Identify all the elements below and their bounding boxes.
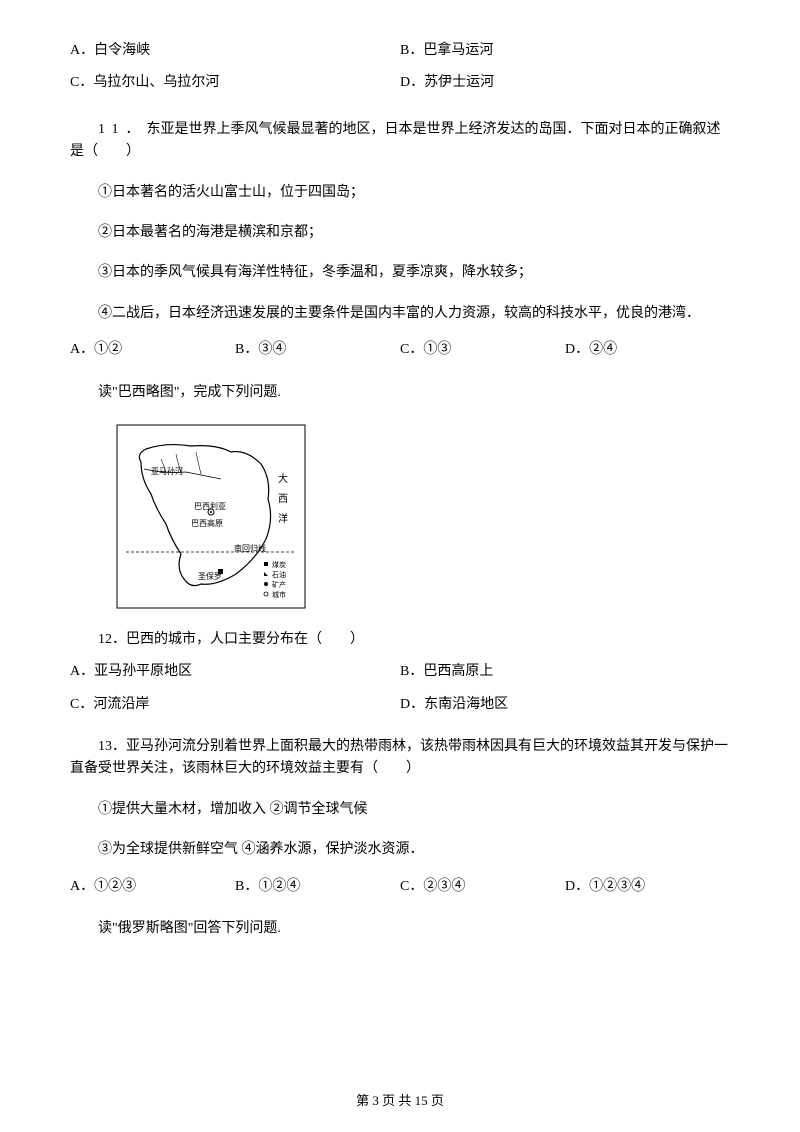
q13-number: 13 [98,739,112,754]
q11-number: 11 [98,122,125,137]
svg-text:城市: 城市 [272,590,286,599]
q12-stem: 12．巴西的城市，人口主要分布在（ ） [70,629,730,651]
q10-option-c: C．乌拉尔山、乌拉尔河 [70,72,400,94]
q11-line3: ③日本的季风气候具有海洋性特征，冬季温和，夏季凉爽，降水较多； [70,262,730,284]
svg-text:巴西利亚: 巴西利亚 [194,501,226,511]
q12-option-a: A．亚马孙平原地区 [70,661,400,683]
brazil-intro: 读"巴西略图"，完成下列问题. [70,382,730,404]
q11-dot: ． [125,122,132,137]
svg-text:大: 大 [278,472,288,485]
q12-number: 12 [98,632,112,647]
q13-option-a: A．①②③ [70,876,235,898]
q13-line1: ①提供大量木材，增加收入 ②调节全球气候 [70,799,730,821]
q11-line1: ①日本著名的活火山富士山，位于四国岛； [70,182,730,204]
q10-option-d: D．苏伊士运河 [400,72,730,94]
q13-option-d: D．①②③④ [565,876,730,898]
q12-text: ．巴西的城市，人口主要分布在（ ） [112,632,364,647]
q10-option-b: B．巴拿马运河 [400,40,730,62]
q11-line4: ④二战后，日本经济迅速发展的主要条件是国内丰富的人力资源，较高的科技水平，优良的… [70,303,730,325]
q11-stem: 11． 东亚是世界上季风气候最显著的地区，日本是世界上经济发达的岛国．下面对日本… [70,119,730,164]
svg-text:西: 西 [278,494,288,505]
page-footer: 第 3 页 共 15 页 [0,1091,800,1112]
q13-option-c: C．②③④ [400,876,565,898]
svg-text:煤炭: 煤炭 [272,560,286,569]
svg-text:洋: 洋 [278,512,288,525]
q12-option-d: D．东南沿海地区 [400,694,730,716]
q11-option-c: C．①③ [400,339,565,361]
q11-option-a: A．①② [70,339,235,361]
q13-text: ．亚马孙河流分别着世界上面积最大的热带雨林，该热带雨林因具有巨大的环境效益其开发… [70,739,728,776]
q11-option-d: D．②④ [565,339,730,361]
q13-stem: 13．亚马孙河流分别着世界上面积最大的热带雨林，该热带雨林因具有巨大的环境效益其… [70,736,730,781]
svg-text:圣保罗: 圣保罗 [198,571,222,581]
q10-option-a: A．白令海峡 [70,40,400,62]
svg-text:矿产: 矿产 [272,580,286,589]
q12-option-b: B．巴西高原上 [400,661,730,683]
q11-option-b: B．③④ [235,339,400,361]
svg-text:石油: 石油 [272,570,286,579]
q13-line2: ③为全球提供新鲜空气 ④涵养水源，保护淡水资源． [70,839,730,861]
brazil-map: 亚马孙河 巴西利亚 巴西高原 南回归线 圣保罗 大 西 洋 煤炭 石油 矿产 城… [116,424,306,609]
q11-text: 东亚是世界上季风气候最显著的地区，日本是世界上经济发达的岛国．下面对日本的正确叙… [70,122,720,159]
q11-line2: ②日本最著名的海港是横滨和京都； [70,222,730,244]
q13-option-b: B．①②④ [235,876,400,898]
svg-text:亚马孙河: 亚马孙河 [151,466,183,476]
russia-intro: 读"俄罗斯略图"回答下列问题. [70,918,730,940]
svg-text:巴西高原: 巴西高原 [191,518,223,528]
svg-text:南回归线: 南回归线 [234,543,266,553]
q12-option-c: C．河流沿岸 [70,694,400,716]
